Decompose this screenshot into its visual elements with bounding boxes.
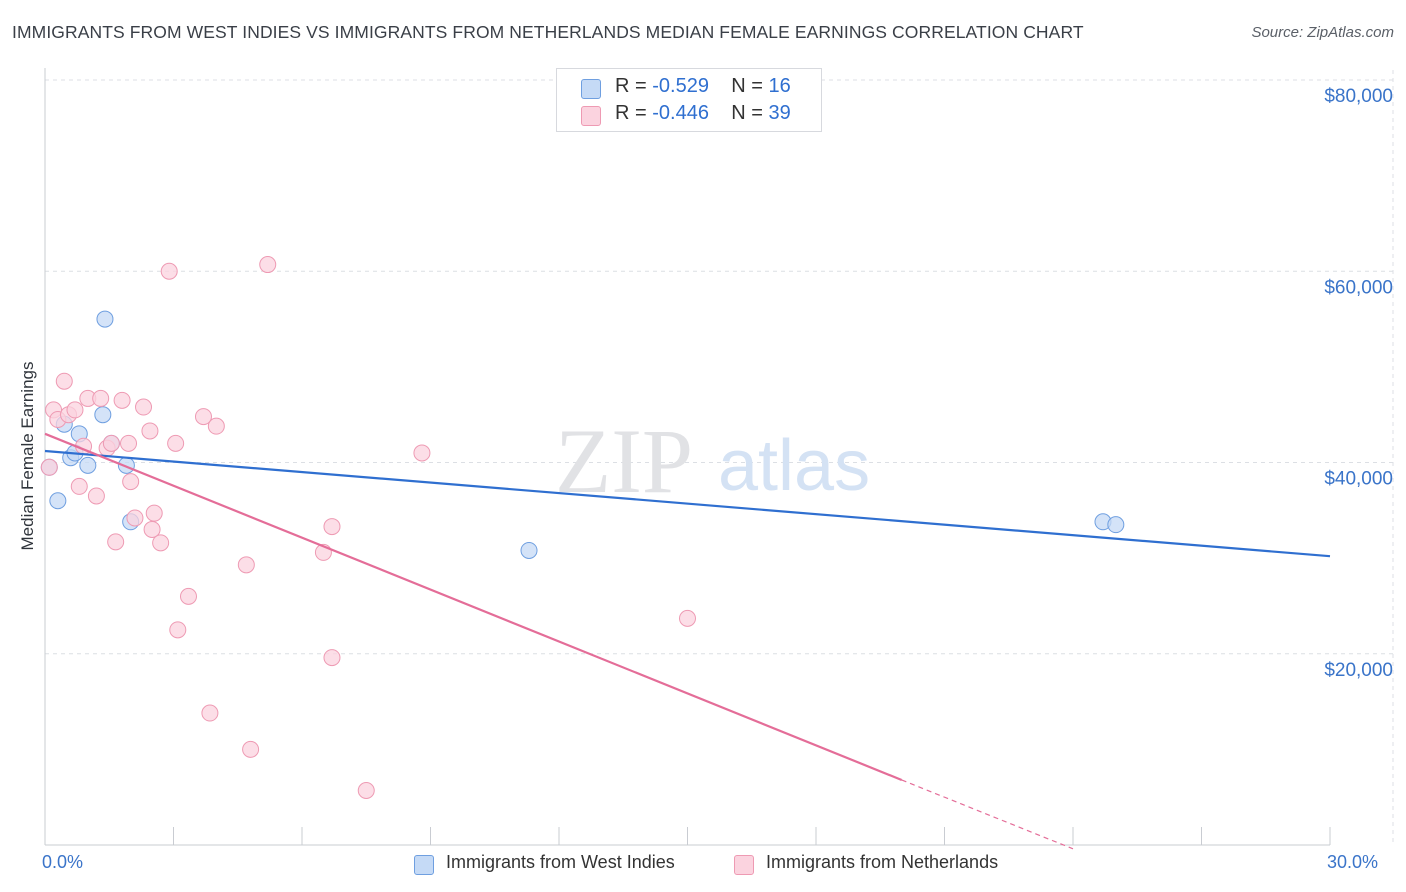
data-point-west-indies <box>94 406 112 424</box>
data-point-west-indies <box>1107 516 1125 534</box>
data-point-netherlands <box>194 408 212 426</box>
data-point-netherlands <box>169 621 187 639</box>
data-point-netherlands <box>126 509 144 527</box>
stats-n-value: 16 <box>768 75 791 97</box>
trend-line-netherlands <box>44 432 903 781</box>
data-point-netherlands <box>107 533 125 551</box>
legend-swatch-west-indies <box>414 855 434 875</box>
data-point-west-indies <box>520 541 538 559</box>
watermark-atlas: atlas <box>718 426 870 506</box>
data-point-netherlands <box>242 740 260 758</box>
source-label: Source: ZipAtlas.com <box>1251 24 1394 41</box>
data-point-netherlands <box>679 609 696 627</box>
data-point-netherlands <box>92 389 110 407</box>
stats-n-label: N = <box>731 75 763 97</box>
data-point-netherlands <box>201 704 219 722</box>
x-tick-label-max: 30.0% <box>1327 852 1379 872</box>
data-point-netherlands <box>55 372 73 390</box>
data-point-netherlands <box>259 256 277 274</box>
data-point-netherlands <box>135 398 153 416</box>
data-point-netherlands <box>122 473 140 491</box>
y-tick-label: $60,000 <box>1324 277 1393 298</box>
y-tick-label: $20,000 <box>1324 660 1393 681</box>
data-point-netherlands <box>141 422 159 440</box>
data-point-netherlands <box>167 434 185 452</box>
data-point-netherlands <box>70 477 88 495</box>
data-point-netherlands <box>357 781 375 799</box>
stats-r-value: -0.446 <box>652 102 709 124</box>
chart-title: IMMIGRANTS FROM WEST INDIES VS IMMIGRANT… <box>12 22 1084 42</box>
data-point-netherlands <box>143 520 161 538</box>
stats-n-value: 39 <box>768 102 791 124</box>
stats-n-label: N = <box>731 102 763 124</box>
data-point-netherlands <box>120 434 138 452</box>
watermark-zip: ZIP <box>555 410 693 512</box>
data-points <box>40 256 1125 799</box>
stats-box: R = -0.529 N = 16 R = -0.446 N = 39 <box>556 68 822 132</box>
data-point-netherlands <box>237 556 255 574</box>
axes <box>44 68 1331 846</box>
data-point-netherlands <box>207 417 225 435</box>
stats-r-label: R = <box>615 75 647 97</box>
y-tick-labels: $20,000 $40,000 $60,000 $80,000 <box>1324 86 1393 681</box>
legend-swatch-netherlands <box>734 855 754 875</box>
y-tick-label: $80,000 <box>1324 86 1393 107</box>
trend-lines <box>44 432 1331 850</box>
data-point-netherlands <box>323 518 341 536</box>
data-point-netherlands <box>323 649 341 667</box>
data-point-netherlands <box>179 587 197 605</box>
stats-swatch-netherlands <box>581 106 601 126</box>
stats-r-value: -0.529 <box>652 75 709 97</box>
data-point-netherlands <box>145 504 163 522</box>
data-point-west-indies <box>96 310 114 328</box>
x-tick-label-min: 0.0% <box>42 852 84 872</box>
data-point-west-indies <box>49 492 67 510</box>
legend-label-west-indies: Immigrants from West Indies <box>446 852 675 872</box>
data-point-netherlands <box>102 434 120 452</box>
data-point-netherlands <box>113 391 131 409</box>
data-point-netherlands <box>87 487 105 505</box>
y-axis-title: Median Female Earnings <box>18 361 37 551</box>
data-point-west-indies <box>79 456 97 474</box>
legend-label-netherlands: Immigrants from Netherlands <box>766 852 999 872</box>
trend-line-west-indies <box>44 449 1331 558</box>
data-point-netherlands <box>40 458 58 476</box>
stats-r-label: R = <box>615 102 647 124</box>
data-point-netherlands <box>152 534 170 552</box>
trend-line-netherlands-extension <box>901 779 1074 850</box>
data-point-netherlands <box>160 262 178 280</box>
data-point-netherlands <box>413 444 431 462</box>
legend: Immigrants from West Indies Immigrants f… <box>0 850 1406 878</box>
stats-swatch-west-indies <box>581 79 601 99</box>
y-tick-label: $40,000 <box>1324 469 1393 490</box>
data-point-netherlands <box>66 401 84 419</box>
